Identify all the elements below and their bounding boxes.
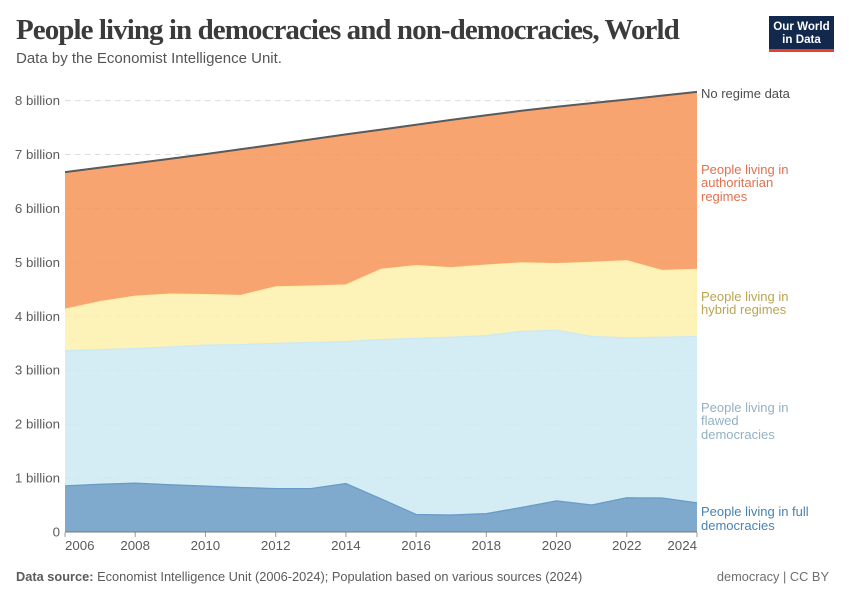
svg-text:2010: 2010 [191,538,221,553]
svg-text:0: 0 [53,525,60,540]
svg-text:2016: 2016 [401,538,431,553]
svg-text:5 billion: 5 billion [15,255,60,270]
svg-text:8 billion: 8 billion [15,93,60,108]
svg-text:4 billion: 4 billion [15,309,60,324]
svg-text:2006: 2006 [65,538,95,553]
svg-text:1 billion: 1 billion [15,471,60,486]
svg-text:2 billion: 2 billion [15,417,60,432]
svg-text:7 billion: 7 billion [15,147,60,162]
svg-text:2012: 2012 [261,538,291,553]
svg-text:2020: 2020 [542,538,572,553]
svg-text:2024: 2024 [667,538,697,553]
svg-text:2008: 2008 [120,538,150,553]
svg-text:3 billion: 3 billion [15,363,60,378]
svg-text:2022: 2022 [612,538,642,553]
svg-text:6 billion: 6 billion [15,201,60,216]
svg-text:2018: 2018 [472,538,502,553]
svg-text:2014: 2014 [331,538,361,553]
